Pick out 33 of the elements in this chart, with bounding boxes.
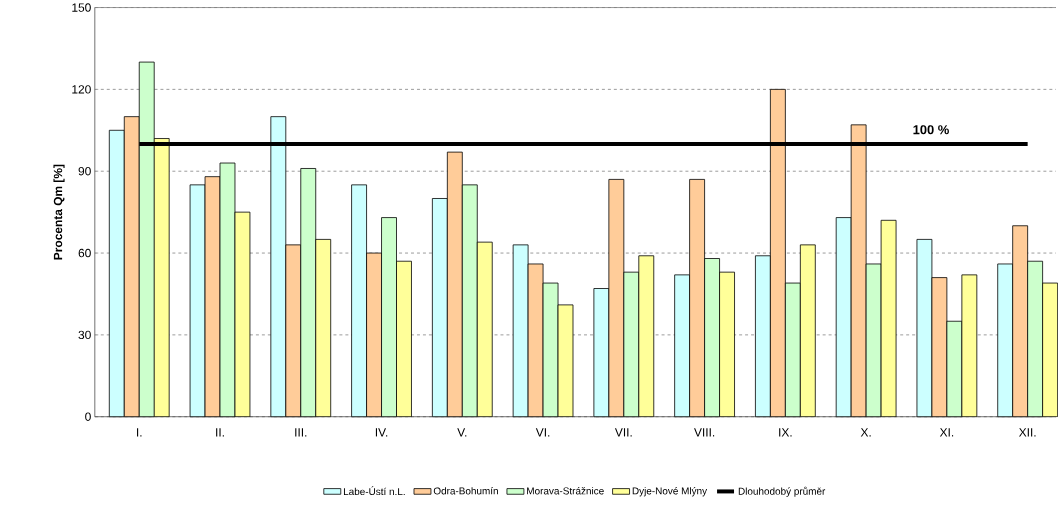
y-tick-label: 90 <box>78 167 91 176</box>
x-tick-label: II. <box>216 428 224 437</box>
bar <box>799 244 816 418</box>
legend-label: Dlouhodobý průměr <box>738 486 826 497</box>
x-tick-label: I. <box>137 428 142 437</box>
x-tick-label: XI. <box>939 428 954 437</box>
y-tick-label: 150 <box>72 3 91 12</box>
bar <box>396 261 412 418</box>
annotation: 100 % <box>913 125 949 135</box>
y-tick-label: 120 <box>72 85 91 94</box>
legend-label: Odra-Bohumín <box>433 487 498 495</box>
bar <box>719 271 735 418</box>
bar <box>1042 282 1058 418</box>
bar <box>315 239 332 418</box>
legend-label: Labe-Ústí n.L. <box>343 486 405 496</box>
legend-label: Morava-Strážnice <box>527 487 604 495</box>
x-tick-label: IX. <box>779 428 792 437</box>
x-tick-label: III. <box>295 428 307 437</box>
x-tick-label: VII. <box>614 428 632 437</box>
bar <box>476 241 493 418</box>
x-tick-label: IV. <box>375 428 388 437</box>
bar <box>638 255 655 418</box>
y-axis-title: Procenta Qm [%] <box>53 164 65 260</box>
y-tick-label: 60 <box>78 249 91 258</box>
y-tick-label: 0 <box>85 412 91 422</box>
x-tick-label: XII. <box>1018 428 1036 437</box>
x-tick-label: V. <box>457 428 467 437</box>
x-tick-label: X. <box>860 428 871 437</box>
x-tick-label: VIII. <box>694 428 715 437</box>
x-tick-label: VI. <box>535 428 550 437</box>
y-tick-label: 30 <box>78 330 91 340</box>
legend-label: Dyje-Nové Mlýny <box>632 487 708 497</box>
bar <box>153 138 170 418</box>
